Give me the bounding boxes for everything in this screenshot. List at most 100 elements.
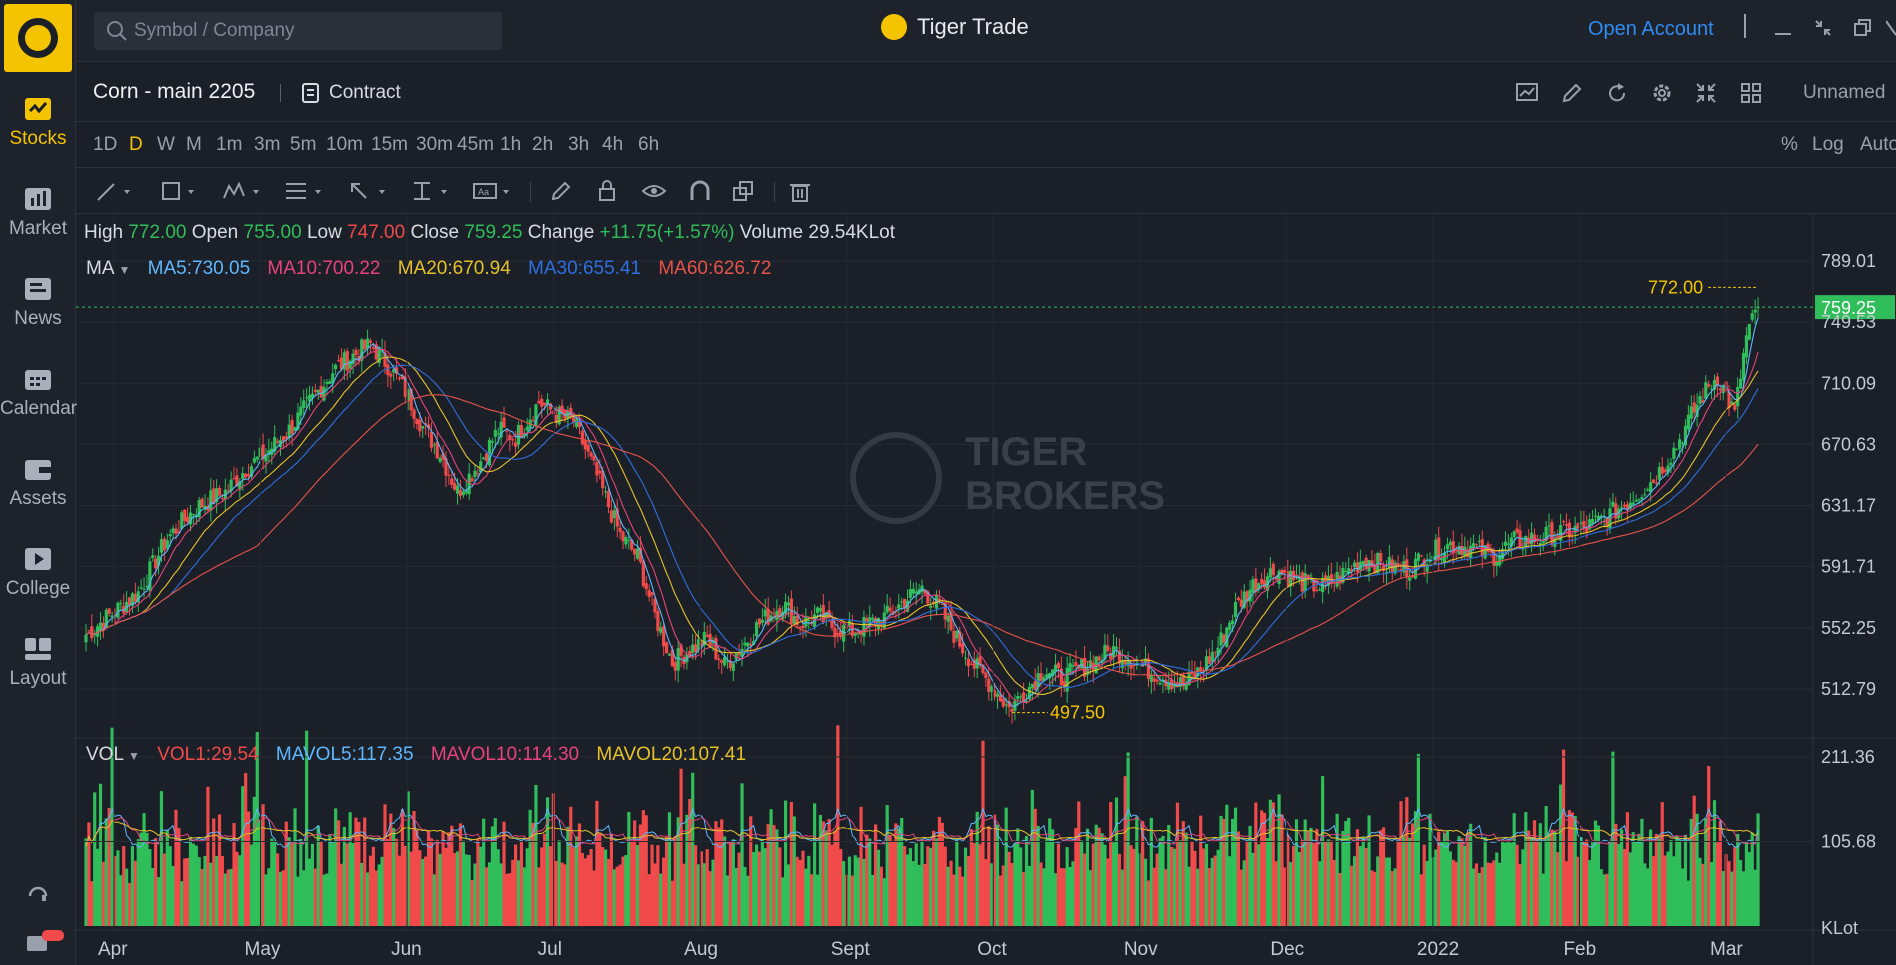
volume-bar [633, 820, 637, 926]
minimize-icon[interactable] [1773, 18, 1793, 43]
candle-body [1588, 519, 1592, 530]
search-input[interactable]: Symbol / Company [94, 12, 502, 50]
sidebar-item-news[interactable]: News [0, 276, 76, 356]
candle-body [1210, 652, 1214, 662]
volume-bar [397, 855, 402, 926]
arrow-tool-icon[interactable] [348, 178, 388, 204]
candle-body [371, 347, 375, 349]
measure-tool-icon[interactable] [410, 178, 450, 204]
volume-bar [624, 855, 628, 926]
candle-body [1158, 682, 1162, 685]
document-icon [302, 83, 319, 103]
candle-body [1538, 543, 1542, 546]
message-new-icon[interactable] [26, 930, 66, 959]
vol-indicator-dropdown[interactable]: VOL [86, 744, 125, 765]
candle-body [1027, 686, 1032, 700]
edit-icon[interactable] [1561, 82, 1583, 104]
volume-bar [1001, 865, 1005, 926]
fib-tool-icon[interactable] [284, 178, 324, 204]
candle-body [1570, 533, 1574, 535]
refresh-icon[interactable] [1606, 82, 1628, 104]
candle-body [281, 436, 285, 441]
candle-body [696, 639, 701, 650]
period-2h[interactable]: 2h [532, 134, 554, 155]
volume-bar [261, 804, 265, 926]
period-30m[interactable]: 30m [416, 134, 453, 155]
volume-bar [786, 864, 791, 926]
volume-bar [1503, 842, 1508, 926]
grid-layout-icon[interactable] [1740, 82, 1762, 104]
period-1m[interactable]: 1m [216, 134, 243, 155]
period-3m[interactable]: 3m [254, 134, 281, 155]
eye-icon[interactable] [641, 178, 667, 204]
period-45m[interactable]: 45m [457, 134, 494, 155]
candle-body [1428, 559, 1432, 562]
candle-body [1524, 536, 1528, 547]
candle-body [511, 439, 515, 441]
period-D[interactable]: D [129, 134, 143, 155]
sidebar-item-assets[interactable]: Assets [0, 456, 76, 536]
sidebar-item-layout[interactable]: Layout [0, 636, 76, 716]
scale-option-auto[interactable]: Auto [1860, 134, 1896, 155]
sidebar-item-market[interactable]: Market [0, 186, 76, 266]
sidebar-item-stocks[interactable]: Stocks [0, 96, 76, 176]
close-icon[interactable] [1885, 18, 1896, 43]
settings-gear-icon[interactable] [1651, 82, 1673, 104]
pen-icon[interactable] [550, 178, 574, 204]
tiger-logo[interactable] [4, 4, 72, 72]
rectangle-tool-icon[interactable] [160, 178, 196, 204]
ma-indicator-dropdown[interactable]: MA [86, 258, 115, 279]
period-3h[interactable]: 3h [568, 134, 590, 155]
candle-body [1065, 667, 1069, 692]
candle-body [1033, 680, 1037, 691]
trend-line-icon[interactable] [96, 178, 132, 204]
volume-bar [769, 809, 773, 926]
volume-bar [1437, 831, 1441, 926]
candle-body [1318, 589, 1322, 591]
volume-bar [110, 727, 114, 926]
volume-bar [1477, 872, 1481, 926]
sidebar-item-calendar[interactable]: Calendar [0, 366, 77, 446]
volume-bar [1347, 817, 1351, 926]
pattern-tool-icon[interactable] [222, 178, 262, 204]
magnet-icon[interactable] [688, 178, 712, 204]
volume-bar [1059, 868, 1063, 926]
clone-icon[interactable] [732, 178, 756, 204]
candle-body [534, 404, 538, 426]
sidebar-item-college[interactable]: College [0, 546, 76, 626]
period-1h[interactable]: 1h [500, 134, 522, 155]
open-account-link[interactable]: Open Account [1588, 18, 1714, 40]
volume-bar [1634, 841, 1638, 926]
text-tool-icon[interactable]: Aa [472, 178, 512, 204]
period-6h[interactable]: 6h [638, 134, 660, 155]
candle-body [145, 586, 149, 588]
restore-icon[interactable] [1853, 18, 1873, 43]
layout-name-dropdown[interactable]: Unnamed [1803, 82, 1886, 103]
period-1D[interactable]: 1D [93, 134, 118, 155]
volume-legend[interactable]: VOL ▼ VOL1:29.54 MAVOL5:117.35 MAVOL10:11… [86, 744, 747, 765]
chart-type-icon[interactable] [1516, 82, 1538, 104]
candle-body [313, 389, 317, 392]
candle-body [630, 539, 634, 550]
scale-option-log[interactable]: Log [1812, 134, 1844, 155]
contract-button[interactable]: Contract [301, 82, 401, 104]
lock-icon[interactable] [596, 178, 620, 204]
candle-body [348, 360, 352, 369]
collapse-icon[interactable] [1695, 82, 1717, 104]
period-W[interactable]: W [157, 134, 175, 155]
volume-bar [395, 838, 399, 926]
period-15m[interactable]: 15m [371, 134, 408, 155]
period-10m[interactable]: 10m [326, 134, 363, 155]
volume-bar [696, 864, 701, 926]
period-M[interactable]: M [186, 134, 202, 155]
shrink-icon[interactable] [1813, 18, 1833, 43]
ma-legend[interactable]: MA ▼ MA5:730.05 MA10:700.22 MA20:670.94 M… [86, 258, 772, 279]
candle-body [577, 420, 582, 428]
trash-icon[interactable] [788, 178, 812, 204]
period-4h[interactable]: 4h [602, 134, 624, 155]
headset-icon[interactable] [26, 882, 50, 911]
period-5m[interactable]: 5m [290, 134, 317, 155]
scale-option-percent[interactable]: % [1781, 134, 1798, 155]
volume-bar [461, 840, 465, 926]
price-chart[interactable]: 759.25 772.00 497.50 789.01 749.53 710.09 670.… [76, 214, 1896, 965]
